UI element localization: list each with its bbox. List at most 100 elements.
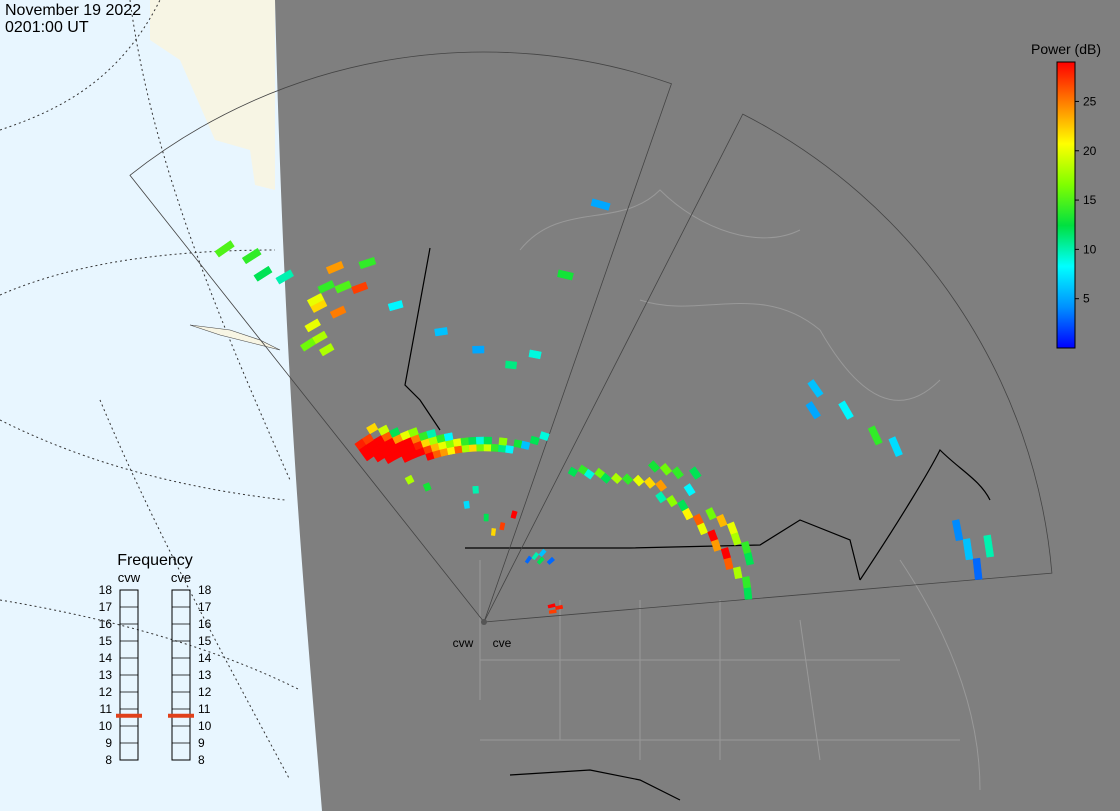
fan-outlines	[129, 51, 1053, 623]
echo-cell	[388, 427, 401, 438]
gauge-tick-label: 13	[99, 668, 113, 682]
night-region	[275, 0, 1120, 811]
frequency-title: Frequency	[117, 552, 193, 569]
echo-cell	[659, 462, 673, 476]
gauge-name: cve	[171, 570, 191, 585]
echo-cell	[275, 269, 295, 285]
echo-cell	[472, 485, 479, 494]
echo-cell	[867, 425, 883, 446]
echo-cell	[329, 305, 347, 319]
colorbar-tick-label: 10	[1083, 242, 1097, 256]
gauge-tick-label: 12	[198, 685, 212, 699]
echo-cell	[476, 443, 485, 452]
echo-cell	[377, 424, 390, 436]
gauge-tick-label: 17	[198, 600, 212, 614]
echo-cell	[483, 443, 492, 452]
gauge-tick-label: 16	[198, 617, 212, 631]
echo-cell	[498, 444, 507, 453]
echo-cell	[546, 556, 556, 566]
echo-cell	[688, 466, 702, 480]
echo-cell	[520, 440, 531, 450]
echo-cell	[483, 436, 493, 445]
echo-cell	[454, 445, 463, 454]
site-label: cvw	[453, 636, 474, 650]
colorbar-tick-label: 5	[1083, 292, 1090, 306]
graticule	[0, 0, 301, 781]
echo-cell	[536, 556, 545, 565]
echo-cell	[325, 260, 345, 275]
echo-cells	[214, 198, 995, 614]
echo-cell	[426, 428, 437, 439]
colorbar-title: Power (dB)	[1031, 41, 1101, 57]
colorbar	[1056, 61, 1076, 349]
land-daylight	[150, 0, 275, 190]
time: 0201:00 UT	[5, 19, 89, 36]
gauge-tick-label: 18	[99, 583, 113, 597]
echo-cell	[490, 443, 500, 452]
echo-cell	[683, 483, 696, 497]
echo-cell	[358, 256, 377, 270]
echo-cell	[539, 431, 550, 441]
gauge-tick-label: 17	[99, 600, 113, 614]
frequency-gauges: cvw 8 9 10 11 12 13 14 15 16 17 18 cve 8 9 10 11 12 13 14 15…	[99, 570, 212, 767]
gauge-tick-label: 15	[198, 634, 212, 648]
gauge-tick-label: 11	[100, 702, 113, 716]
echo-cell	[557, 269, 574, 281]
coastlines	[479, 189, 981, 791]
echo-cell	[241, 247, 262, 265]
echo-cell	[655, 479, 668, 492]
date: November 19 2022	[5, 2, 141, 19]
colorbar-tick-label: 20	[1083, 144, 1097, 158]
echo-cell	[805, 400, 821, 420]
gauge-tick-label: 8	[105, 753, 112, 767]
echo-cell	[387, 300, 404, 312]
colorbar-tick-label: 25	[1083, 94, 1097, 108]
gauge-tick-label: 9	[198, 736, 205, 750]
gauge-tick-label: 11	[198, 702, 211, 716]
gauge-tick-label: 8	[198, 753, 205, 767]
echo-cell	[744, 552, 755, 566]
echo-cell	[304, 318, 322, 333]
echo-cell	[838, 400, 854, 420]
gauge-tick-label: 14	[198, 651, 212, 665]
gauge-tick-label: 14	[99, 651, 113, 665]
echo-cell	[318, 342, 335, 357]
echo-cell	[972, 557, 983, 580]
borders	[404, 247, 991, 801]
gauge-tick-label: 10	[198, 719, 212, 733]
radar-site	[481, 619, 487, 625]
echo-cell	[461, 444, 470, 453]
echo-cell	[460, 437, 470, 446]
gauge-tick-label: 18	[198, 583, 212, 597]
echo-cell	[671, 466, 685, 480]
echo-cell	[548, 609, 557, 614]
echo-cell	[404, 474, 415, 485]
gauge-tick-label: 15	[99, 634, 113, 648]
fan-outline	[129, 51, 672, 623]
echo-cell	[590, 198, 611, 211]
echo-cell	[505, 360, 518, 370]
peninsula	[189, 324, 281, 351]
gauge-tick-label: 12	[99, 685, 113, 699]
echo-cell	[422, 482, 432, 492]
echo-cell	[468, 443, 478, 452]
echo-cell	[491, 528, 497, 536]
echo-cell	[555, 604, 564, 610]
echo-cell	[214, 240, 235, 258]
echo-cell	[475, 436, 485, 445]
colorbar-ticks: 5 10 15 20 25	[1075, 94, 1097, 306]
echo-cell	[299, 337, 316, 352]
fan-outline	[483, 113, 1053, 623]
echo-cell	[253, 265, 273, 282]
gauge-name: cvw	[118, 570, 141, 585]
echo-cell	[407, 427, 419, 438]
gauge-tick-label: 9	[105, 736, 112, 750]
echo-cell	[434, 327, 448, 337]
echo-cell	[351, 281, 369, 295]
echo-cell	[538, 548, 547, 558]
colorbar-tick-label: 15	[1083, 193, 1097, 207]
echo-cell	[505, 445, 514, 454]
echo-cell	[807, 379, 824, 398]
echo-cell	[498, 437, 508, 446]
